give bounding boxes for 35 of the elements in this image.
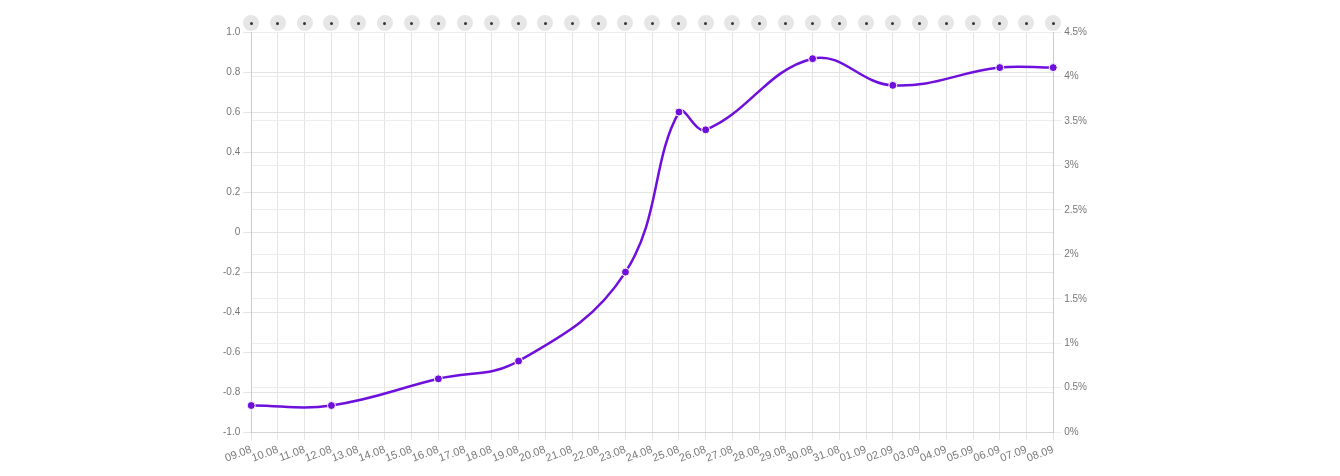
- point: [326, 401, 336, 410]
- point: [888, 80, 898, 90]
- y-tick-label: 1.0: [226, 25, 241, 37]
- y2-tick-label: 2%: [1064, 248, 1079, 260]
- y2-tick-label: 1%: [1064, 337, 1079, 348]
- y-tick-label: -0.8: [223, 385, 241, 397]
- y-tick-label: -0.2: [223, 265, 241, 277]
- point: [246, 401, 256, 410]
- x-tick-label: 11.08: [277, 442, 307, 464]
- y-tick-label: 0.2: [226, 185, 241, 197]
- y-tick-label: -1.0: [223, 425, 241, 437]
- y2-tick-label: 3%: [1064, 159, 1079, 171]
- y2-tick-label: 4.5%: [1064, 25, 1088, 37]
- y2-tick-label: 0.5%: [1064, 381, 1088, 393]
- point: [701, 125, 711, 135]
- point: [808, 54, 818, 64]
- y2-tick-label: 2.5%: [1064, 203, 1088, 215]
- point: [433, 374, 443, 384]
- y2-tick-label: 1.5%: [1064, 292, 1088, 304]
- y2-tick-label: 4%: [1064, 70, 1079, 82]
- y2-tick-label: 0%: [1064, 425, 1079, 437]
- y-tick-label: 0.4: [226, 145, 241, 157]
- y-tick-label: 0: [234, 225, 241, 237]
- point: [514, 356, 524, 366]
- y-tick-label: 0.8: [226, 65, 241, 77]
- x-tick-label: 03.09: [891, 442, 922, 464]
- y-tick-label: -0.4: [223, 305, 241, 317]
- point: [995, 63, 1005, 73]
- point: [674, 107, 684, 117]
- point: [620, 267, 630, 277]
- y2-tick-label: 3.5%: [1064, 114, 1088, 126]
- y-tick-label: 0.6: [226, 105, 241, 117]
- x-tick-label: 18.08: [463, 442, 494, 464]
- y-tick-label: -0.6: [223, 345, 241, 357]
- point: [1048, 63, 1058, 73]
